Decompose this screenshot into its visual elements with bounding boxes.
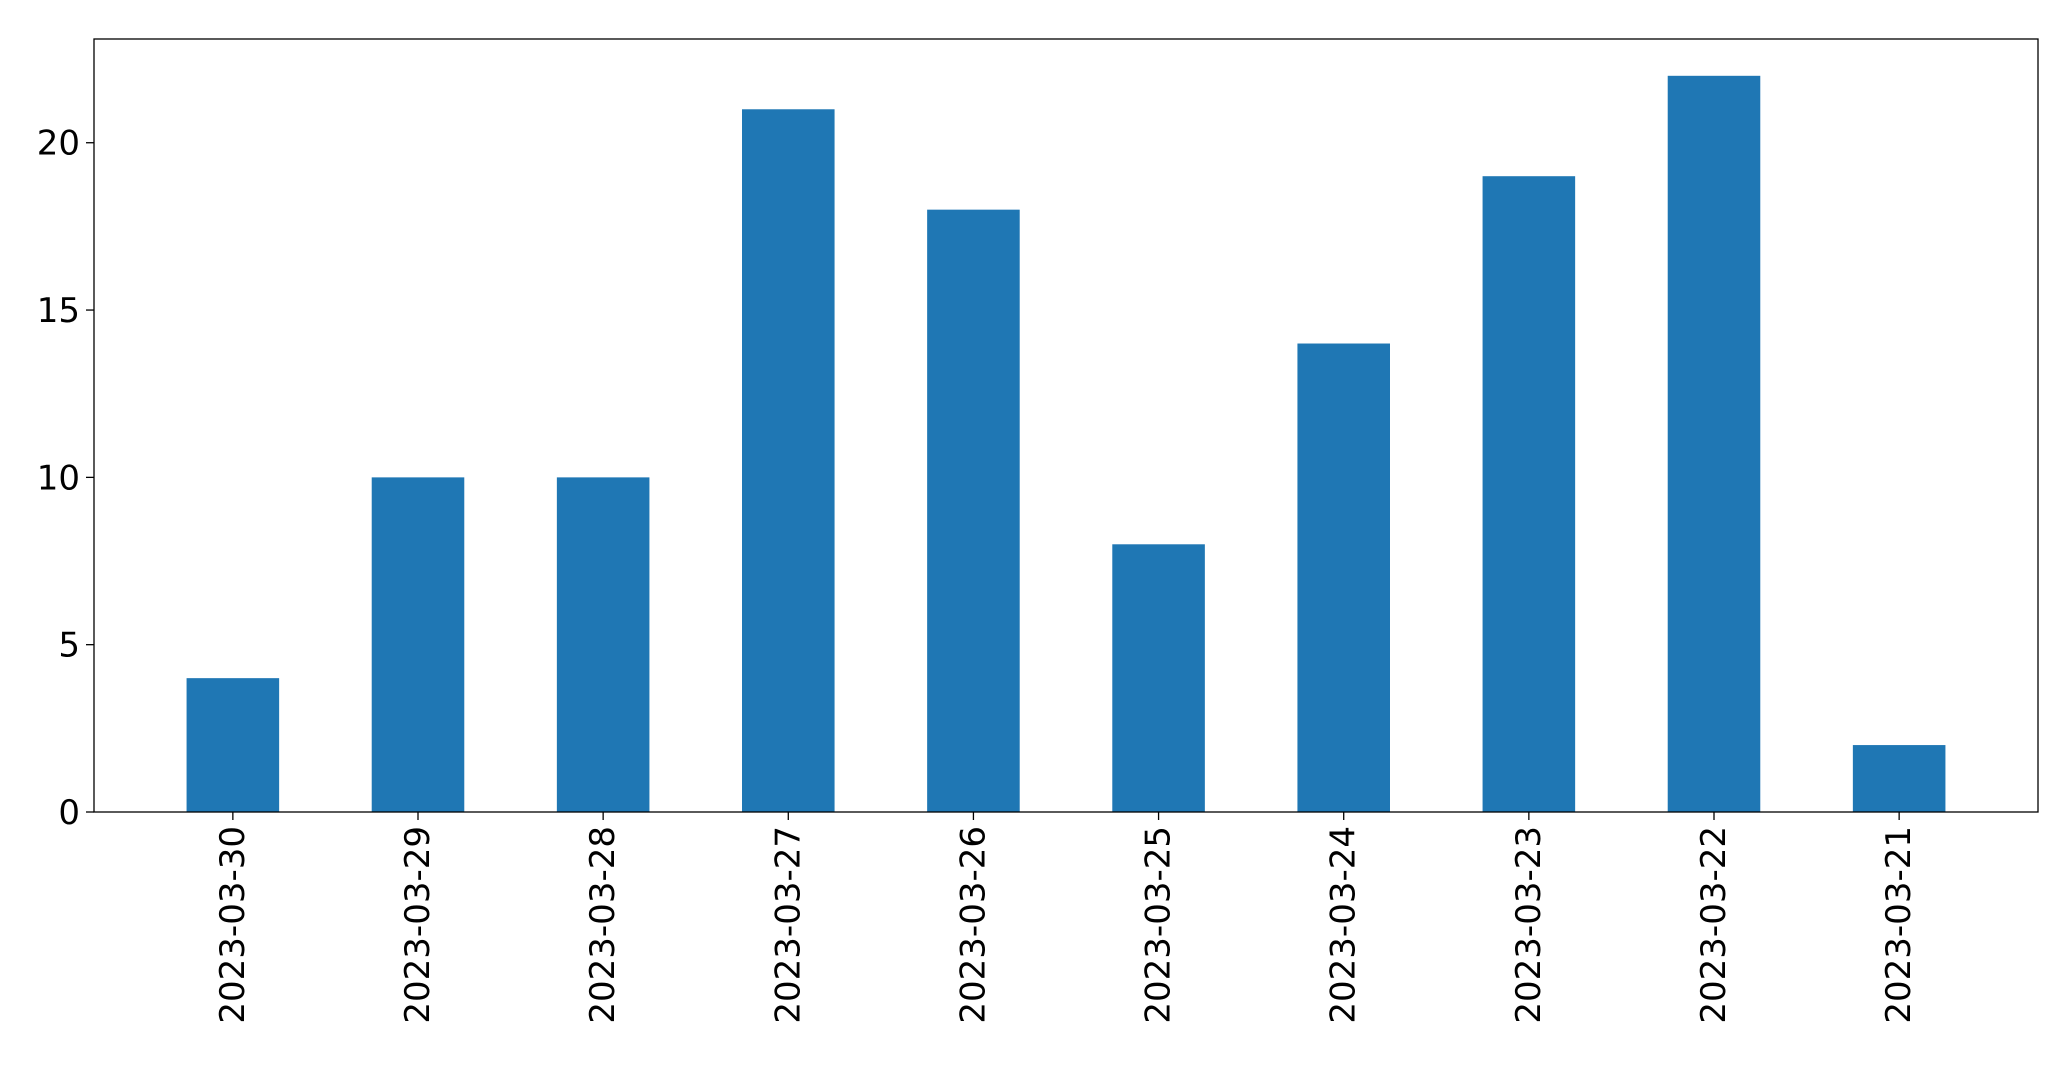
bar-2023-03-24 bbox=[1297, 343, 1390, 812]
bar-2023-03-25 bbox=[1112, 544, 1205, 812]
y-tick-label: 10 bbox=[37, 458, 80, 498]
x-tick-label: 2023-03-22 bbox=[1694, 826, 1734, 1024]
x-tick-label: 2023-03-25 bbox=[1139, 826, 1179, 1024]
x-tick-label: 2023-03-28 bbox=[583, 826, 623, 1024]
bar-2023-03-28 bbox=[556, 477, 650, 812]
bars-layer bbox=[186, 75, 1946, 812]
x-tick-label: 2023-03-21 bbox=[1879, 826, 1919, 1024]
x-axis: 2023-03-30 2023-03-29 2023-03-28 2023-03-27… bbox=[213, 812, 1919, 1024]
x-tick-label: 2023-03-27 bbox=[768, 826, 808, 1024]
x-tick-label: 2023-03-24 bbox=[1324, 826, 1364, 1024]
y-tick-label: 5 bbox=[58, 626, 80, 666]
bar-2023-03-22 bbox=[1667, 75, 1761, 812]
y-axis: 0 5 10 15 20 bbox=[37, 124, 94, 833]
plot-frame bbox=[93, 38, 2039, 813]
y-tick-label: 0 bbox=[58, 793, 80, 833]
bar-2023-03-21 bbox=[1852, 745, 1946, 812]
bar-2023-03-26 bbox=[927, 209, 1020, 812]
bar-2023-03-27 bbox=[742, 109, 835, 812]
bar-2023-03-23 bbox=[1482, 176, 1576, 812]
x-tick-label: 2023-03-30 bbox=[213, 826, 253, 1024]
y-tick-label: 20 bbox=[37, 124, 80, 164]
bar-2023-03-30 bbox=[186, 678, 280, 812]
x-tick-label: 2023-03-29 bbox=[398, 826, 438, 1024]
x-tick-label: 2023-03-23 bbox=[1509, 826, 1549, 1024]
y-tick-label: 15 bbox=[37, 291, 80, 331]
bar-2023-03-29 bbox=[371, 477, 465, 812]
x-tick-label: 2023-03-26 bbox=[953, 826, 993, 1024]
